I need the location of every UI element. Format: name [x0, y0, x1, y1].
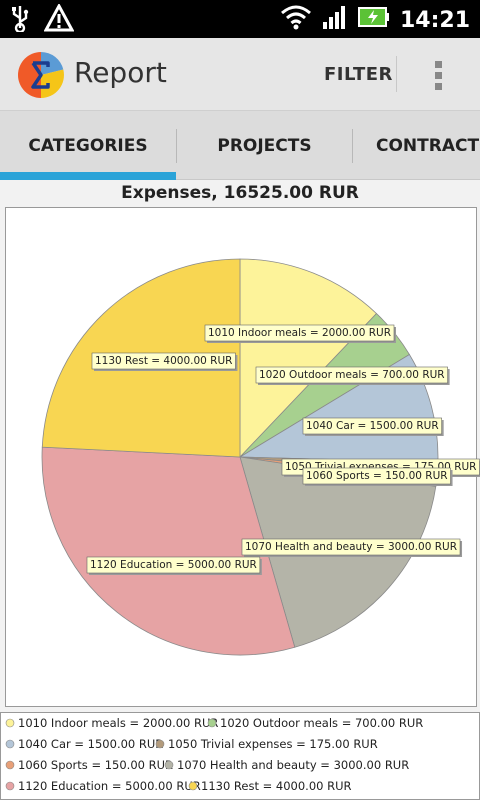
warning-icon — [43, 2, 75, 38]
signal-icon — [322, 4, 348, 36]
legend-box — [0, 712, 480, 800]
overflow-menu-icon[interactable] — [428, 58, 448, 94]
app-logo-icon — [18, 52, 64, 98]
action-bar-divider — [396, 56, 397, 92]
selected-tab-indicator — [0, 172, 176, 180]
app-title: Report — [74, 56, 167, 89]
usb-icon — [10, 4, 30, 38]
system-icons: 14:21 — [280, 4, 470, 36]
notification-icons — [10, 2, 75, 38]
clock: 14:21 — [399, 7, 470, 33]
chart-title: Expenses, 16525.00 RUR — [121, 183, 359, 203]
tab-divider — [352, 129, 353, 163]
wifi-icon — [280, 4, 312, 36]
battery-icon — [357, 6, 390, 34]
tab-divider — [176, 129, 177, 163]
tab-contractors[interactable]: CONTRACTORS — [376, 136, 480, 156]
tab-bar-underline — [0, 179, 480, 180]
tab-projects[interactable]: PROJECTS — [217, 136, 312, 156]
action-bar: Report FILTER — [0, 38, 480, 110]
plot-box — [5, 207, 477, 707]
filter-button[interactable]: FILTER — [324, 64, 393, 85]
status-bar: 14:21 — [0, 0, 480, 38]
tab-categories[interactable]: CATEGORIES — [28, 136, 148, 156]
tab-bar: CATEGORIES PROJECTS CONTRACTORS — [0, 110, 480, 181]
